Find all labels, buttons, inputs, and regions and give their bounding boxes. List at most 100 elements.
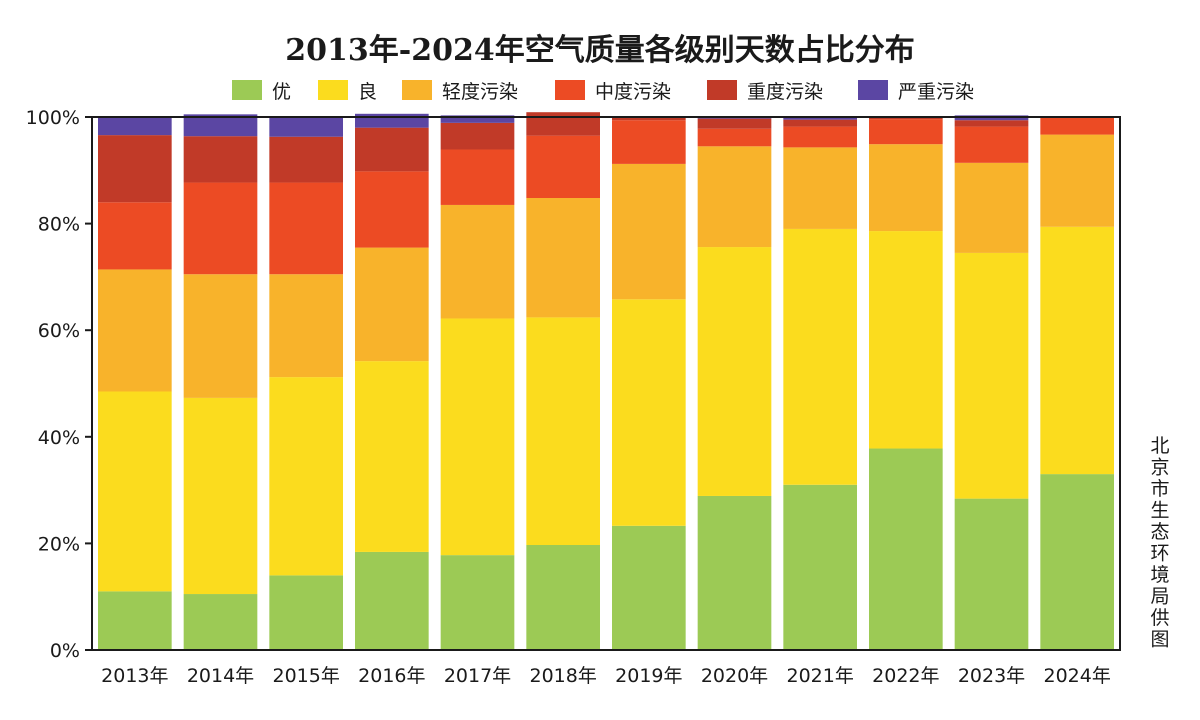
- bar-segment: [440, 204, 515, 319]
- bar-segment: [612, 120, 686, 164]
- legend-item: 重度污染: [707, 80, 823, 103]
- bar-stack: [183, 114, 258, 650]
- legend-item: 严重污染: [858, 80, 974, 103]
- legend-item: 优: [232, 80, 291, 103]
- bar-segment: [954, 162, 1029, 253]
- x-tick-label: 2020年: [701, 665, 768, 687]
- legend: 优 良 轻度污染 中度污染 重度污染 严重污染: [232, 80, 974, 103]
- legend-label: 轻度污染: [442, 81, 518, 103]
- bar-segment: [440, 318, 515, 556]
- bar-segment: [1040, 226, 1114, 475]
- legend-label: 重度污染: [747, 81, 823, 103]
- bar-segment: [697, 495, 772, 650]
- y-tick-label: 100%: [26, 107, 80, 129]
- x-tick-label: 2015年: [272, 665, 339, 687]
- bar-segment: [869, 144, 943, 232]
- bar-stack: [612, 117, 686, 650]
- bar-segment: [954, 252, 1029, 499]
- y-tick-label: 60%: [38, 320, 80, 342]
- bar-segment: [440, 122, 515, 150]
- bar-segment: [526, 317, 600, 545]
- bar-segment: [697, 118, 772, 129]
- bar-segment: [954, 126, 1029, 163]
- legend-item: 良: [318, 80, 377, 103]
- bar-segment: [526, 544, 600, 650]
- bar-segment: [783, 147, 857, 229]
- bar-segment: [183, 114, 258, 137]
- bar-segment: [355, 247, 429, 362]
- bar-segment: [1040, 474, 1114, 650]
- bar-segment: [269, 116, 343, 137]
- y-tick-label: 20%: [38, 533, 80, 555]
- bar-stack: [697, 117, 772, 650]
- bar-segment: [98, 391, 172, 592]
- x-tick-label: 2021年: [786, 665, 853, 687]
- bar-stack: [355, 113, 429, 650]
- bar-segment: [783, 228, 857, 485]
- bar-segment: [526, 198, 600, 318]
- y-tick-label: 80%: [38, 214, 80, 236]
- chart-title: 2013年-2024年空气质量各级别天数占比分布: [285, 33, 914, 68]
- y-tick-label: 40%: [38, 427, 80, 449]
- bar-stack: [783, 117, 857, 650]
- bar-segment: [440, 149, 515, 205]
- source-note-text: 北京市生态环境局供图: [1150, 435, 1169, 651]
- bar-segment: [269, 136, 343, 183]
- bar-segment: [697, 128, 772, 147]
- legend-swatch: [858, 80, 888, 100]
- bar-segment: [869, 448, 943, 650]
- bar-segment: [697, 247, 772, 496]
- bar-segment: [612, 117, 686, 121]
- bar-segment: [526, 135, 600, 199]
- bar-segment: [783, 117, 857, 120]
- bar-segment: [697, 146, 772, 248]
- bar-segment: [612, 299, 686, 526]
- bar-segment: [98, 591, 172, 650]
- legend-label: 中度污染: [595, 81, 671, 103]
- legend-item: 中度污染: [555, 80, 671, 103]
- x-tick-label: 2023年: [958, 665, 1025, 687]
- bar-segment: [355, 113, 429, 128]
- bar-segment: [783, 126, 857, 148]
- bar-segment: [869, 119, 943, 145]
- plot-frame: [91, 116, 1121, 651]
- bar-segment: [183, 594, 258, 650]
- bar-segment: [612, 163, 686, 300]
- bar-segment: [183, 397, 258, 595]
- bar-segment: [355, 171, 429, 248]
- x-tick-label: 2024年: [1043, 665, 1110, 687]
- legend-swatch: [707, 80, 737, 100]
- bar-segment: [183, 274, 258, 398]
- bar-segment: [1040, 117, 1114, 135]
- legend-label: 优: [272, 81, 291, 103]
- bar-segment: [612, 525, 686, 650]
- x-tick-label: 2022年: [872, 665, 939, 687]
- bar-stack: [526, 112, 600, 650]
- source-note: 北京市生态环境局供图: [1150, 435, 1169, 651]
- bar-segment: [355, 127, 429, 172]
- bar-segment: [183, 136, 258, 183]
- legend-item: 轻度污染: [402, 80, 518, 103]
- bar-segment: [526, 112, 600, 136]
- bar-stack: [869, 117, 943, 650]
- bar-stack: [440, 115, 515, 650]
- legend-label: 良: [358, 81, 377, 103]
- x-tick-label: 2018年: [529, 665, 596, 687]
- x-tick-label: 2014年: [187, 665, 254, 687]
- bar-stack: [954, 115, 1029, 650]
- bar-segment: [269, 274, 343, 378]
- bar-segment: [355, 551, 429, 650]
- bar-segment: [954, 498, 1029, 650]
- legend-swatch: [232, 80, 262, 100]
- bar-segment: [183, 182, 258, 275]
- bar-segment: [869, 231, 943, 449]
- bar-stack: [1040, 117, 1114, 650]
- y-axis-ticks: 0% 20% 40% 60% 80% 100%: [26, 107, 92, 662]
- legend-swatch: [318, 80, 348, 100]
- bar-segment: [869, 117, 943, 120]
- bar-segment: [98, 269, 172, 392]
- x-tick-label: 2016年: [358, 665, 425, 687]
- bar-segment: [98, 135, 172, 203]
- bar-segment: [783, 484, 857, 650]
